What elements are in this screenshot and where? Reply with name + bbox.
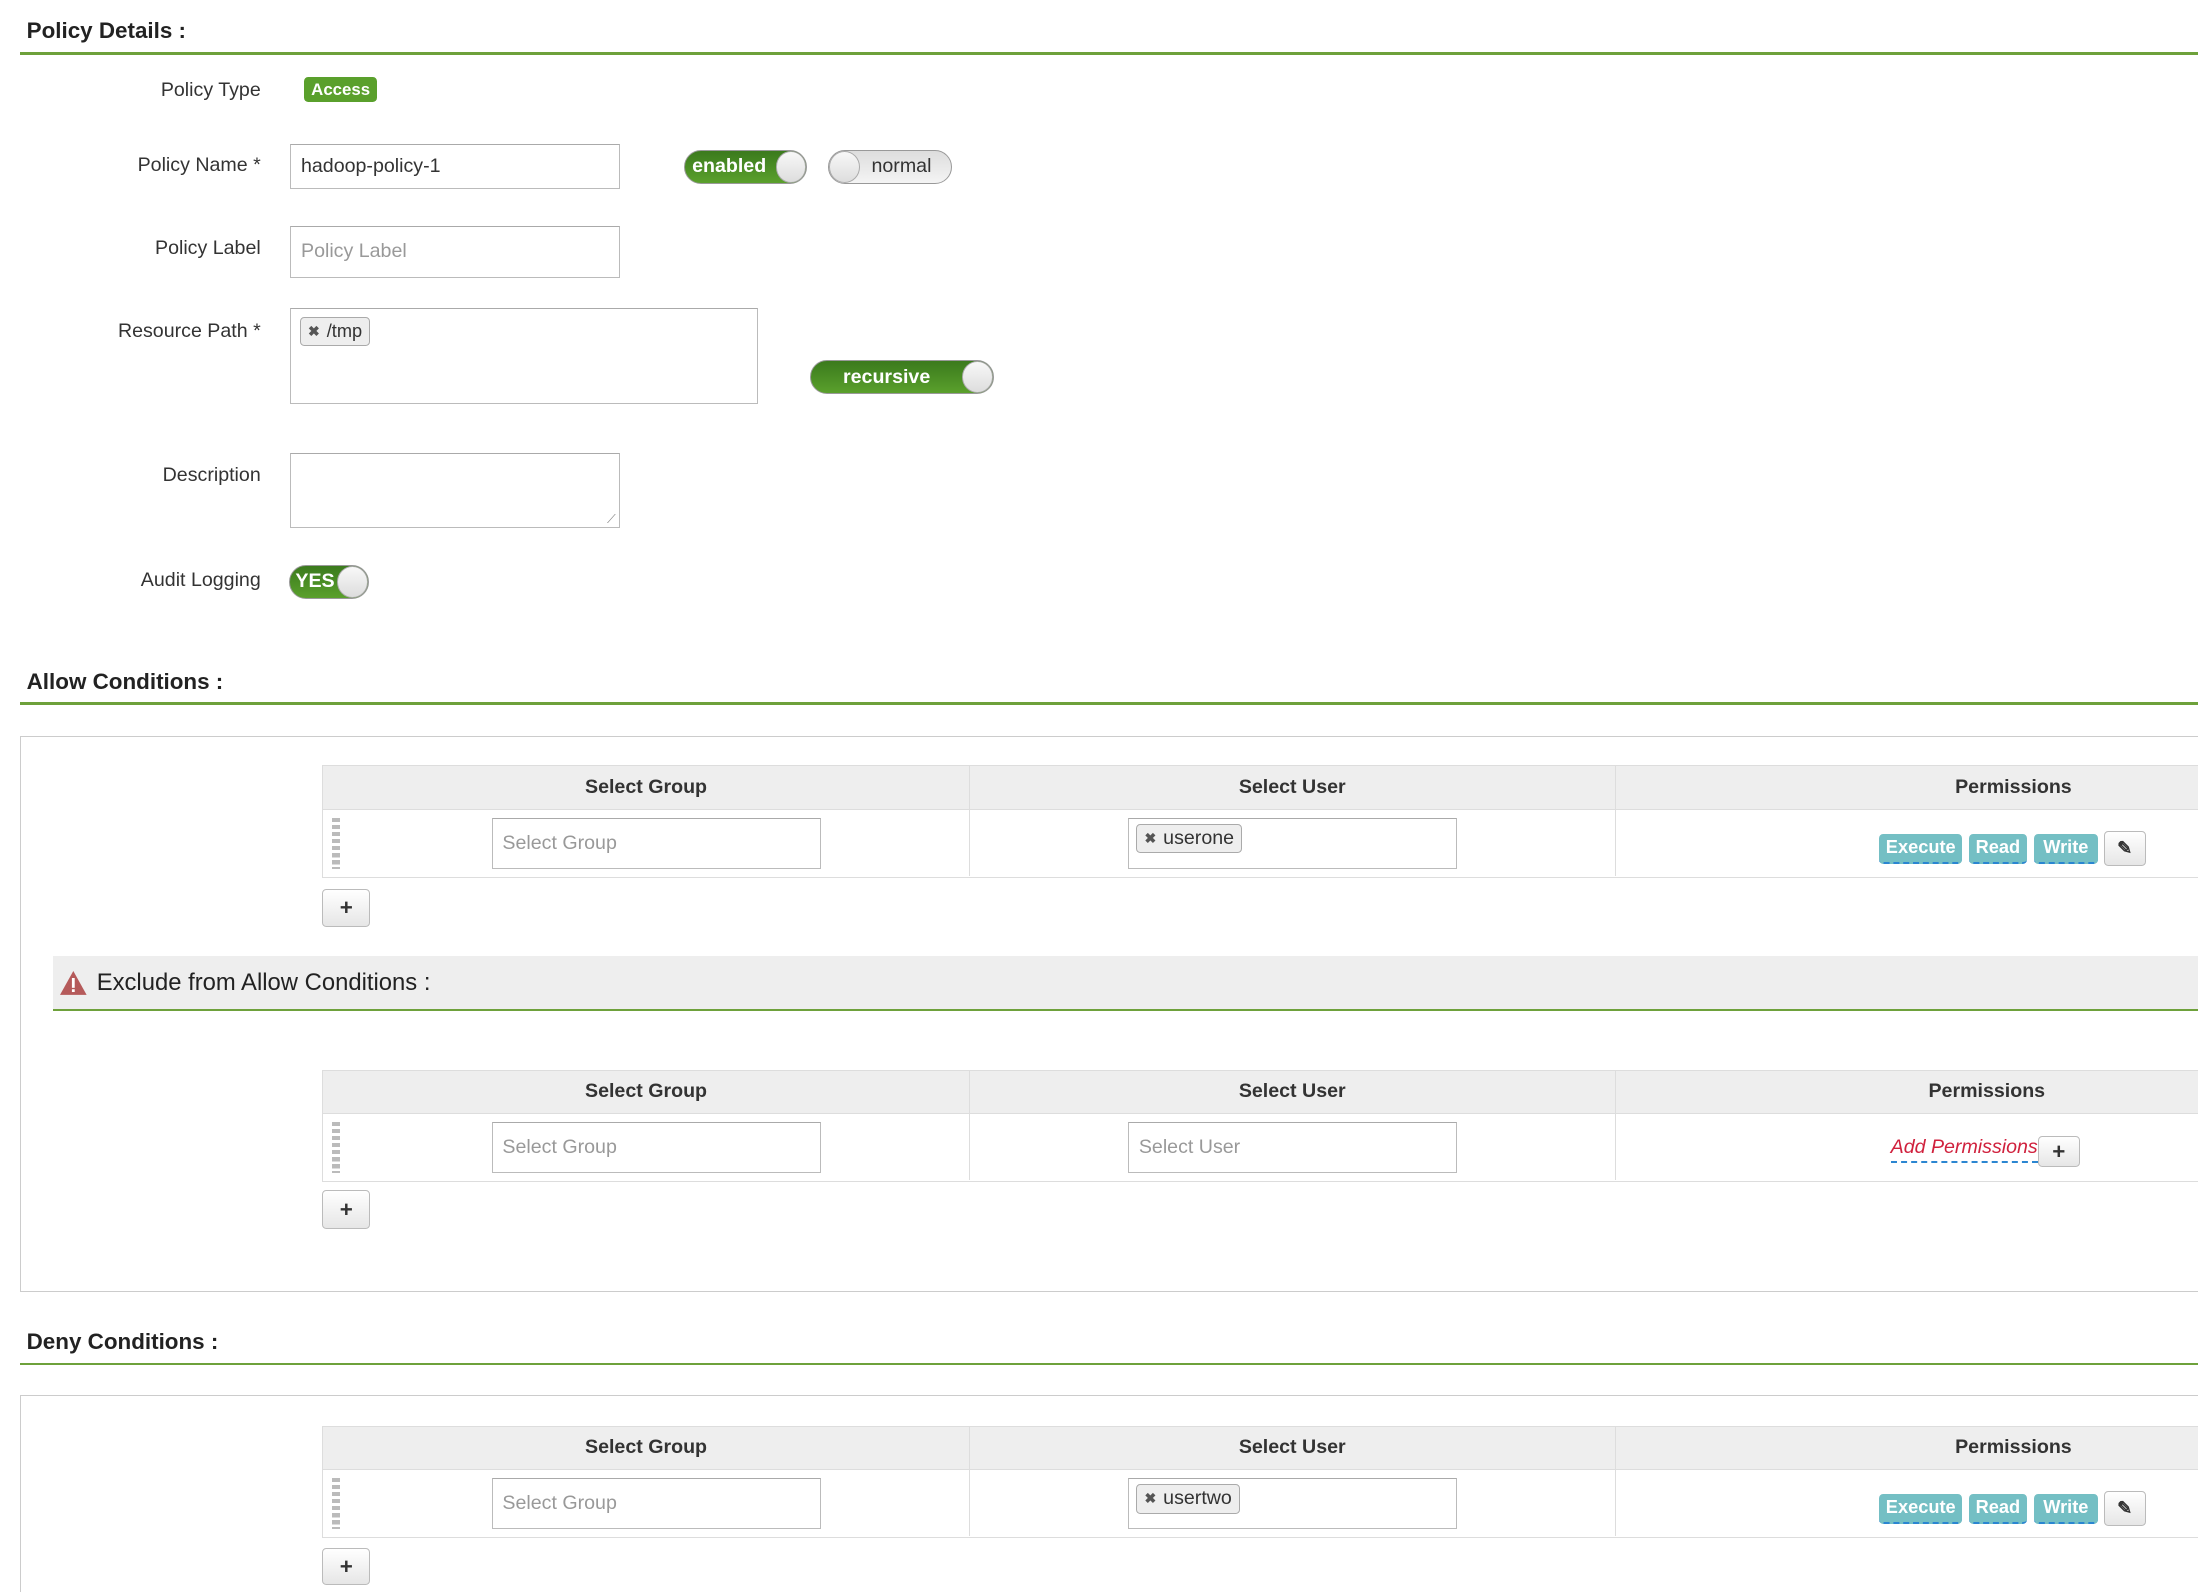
exclude-allow-header: Exclude from Allow Conditions : bbox=[53, 956, 2198, 1012]
column-header-group: Select Group bbox=[323, 1426, 970, 1471]
divider bbox=[19, 1362, 2198, 1366]
recursive-toggle-label: recursive bbox=[843, 365, 931, 388]
add-deny-condition-button[interactable]: + bbox=[322, 1547, 371, 1586]
resource-path-label: Resource Path * bbox=[117, 319, 261, 342]
add-permissions-link[interactable]: Add Permissions bbox=[1890, 1136, 2038, 1163]
table-row-group-cell: Select Group bbox=[323, 1114, 970, 1180]
resource-path-value: /tmp bbox=[326, 321, 363, 342]
drag-handle-icon[interactable] bbox=[331, 1122, 341, 1173]
description-label: Description bbox=[162, 463, 261, 486]
pencil-icon: ✎ bbox=[2117, 1498, 2133, 1519]
column-header-group: Select Group bbox=[323, 1070, 970, 1115]
allow-conditions-panel bbox=[19, 735, 2198, 1292]
table-row-user-cell: ✖ usertwo bbox=[970, 1470, 1616, 1536]
section-heading-policy-details: Policy Details : bbox=[26, 18, 187, 44]
permission-tag-execute[interactable]: Execute bbox=[1879, 1493, 1963, 1524]
divider bbox=[19, 702, 2198, 706]
permission-tag-write[interactable]: Write bbox=[2033, 833, 2099, 864]
plus-icon: + bbox=[2052, 1138, 2066, 1164]
user-select-input[interactable]: Select User bbox=[1128, 1122, 1458, 1173]
user-tag-value: usertwo bbox=[1163, 1487, 1232, 1510]
drag-handle-icon[interactable] bbox=[331, 1478, 341, 1529]
add-condition-button[interactable]: + bbox=[322, 888, 371, 927]
normal-toggle[interactable]: normal bbox=[828, 149, 952, 184]
deny-conditions-table: Select Group Select User Permissions Sel… bbox=[322, 1425, 2198, 1538]
section-heading-allow-conditions: Allow Conditions : bbox=[26, 668, 224, 694]
exclude-allow-heading: Exclude from Allow Conditions : bbox=[96, 968, 431, 996]
column-header-group: Select Group bbox=[323, 766, 970, 810]
user-tag: ✖ userone bbox=[1136, 823, 1243, 854]
policy-name-input[interactable]: hadoop-policy-1 bbox=[290, 144, 620, 190]
section-heading-deny-conditions: Deny Conditions : bbox=[26, 1328, 219, 1354]
warning-icon bbox=[60, 970, 87, 995]
description-textarea[interactable]: ⟋ bbox=[290, 452, 620, 529]
normal-toggle-label: normal bbox=[871, 155, 932, 178]
user-tag: ✖ usertwo bbox=[1136, 1484, 1240, 1514]
user-select-input[interactable] bbox=[1128, 818, 1458, 869]
user-tag-value: userone bbox=[1163, 827, 1235, 850]
column-header-permissions: Permissions bbox=[1615, 766, 2198, 810]
exclude-allow-table: Select Group Select User Permissions Sel… bbox=[322, 1069, 2198, 1182]
permission-tag-write[interactable]: Write bbox=[2033, 1493, 2099, 1524]
table-row-user-cell: Select User bbox=[970, 1114, 1616, 1180]
remove-icon[interactable]: ✖ bbox=[1144, 1490, 1157, 1507]
policy-label-label: Policy Label bbox=[154, 236, 261, 259]
enabled-toggle-label: enabled bbox=[692, 155, 767, 178]
toggle-knob bbox=[775, 150, 807, 183]
column-header-user: Select User bbox=[969, 1426, 1616, 1471]
audit-logging-value: YES bbox=[295, 570, 335, 593]
group-select-input[interactable]: Select Group bbox=[491, 1122, 822, 1173]
remove-icon[interactable]: ✖ bbox=[1144, 830, 1157, 847]
allow-conditions-table: Select Group Select User Permissions Sel… bbox=[322, 765, 2198, 878]
audit-logging-label: Audit Logging bbox=[140, 569, 261, 592]
resource-path-tag: ✖ /tmp bbox=[299, 316, 371, 347]
recursive-toggle[interactable]: recursive bbox=[810, 360, 994, 394]
enabled-toggle[interactable]: enabled bbox=[684, 149, 808, 184]
column-header-user: Select User bbox=[969, 1070, 1616, 1115]
divider bbox=[19, 51, 2198, 55]
column-header-permissions: Permissions bbox=[1615, 1426, 2198, 1471]
policy-label-input[interactable]: Policy Label bbox=[290, 225, 620, 278]
policy-type-label: Policy Type bbox=[160, 78, 261, 101]
policy-name-label: Policy Name * bbox=[137, 154, 261, 177]
table-row-group-cell: Select Group bbox=[323, 1470, 970, 1536]
audit-logging-toggle[interactable]: YES bbox=[288, 564, 369, 599]
permission-tag-read[interactable]: Read bbox=[1969, 1493, 2027, 1524]
drag-handle-icon[interactable] bbox=[331, 818, 341, 869]
permission-tag-read[interactable]: Read bbox=[1969, 833, 2027, 864]
policy-type-badge: Access bbox=[304, 77, 378, 103]
remove-icon[interactable]: ✖ bbox=[307, 323, 320, 340]
table-row-group-cell: Select Group bbox=[323, 809, 970, 876]
toggle-knob bbox=[829, 150, 861, 183]
group-select-input[interactable]: Select Group bbox=[491, 1478, 822, 1529]
toggle-knob bbox=[336, 565, 368, 598]
table-row-user-cell: ✖ userone bbox=[970, 809, 1616, 876]
add-exclude-condition-button[interactable]: + bbox=[322, 1190, 371, 1230]
add-permissions-button[interactable]: + bbox=[2037, 1136, 2080, 1168]
deny-conditions-panel bbox=[19, 1394, 2198, 1593]
toggle-knob bbox=[962, 361, 993, 393]
resize-handle-icon[interactable]: ⟋ bbox=[606, 512, 616, 527]
column-header-permissions: Permissions bbox=[1615, 1070, 2198, 1115]
pencil-icon: ✎ bbox=[2117, 837, 2133, 858]
edit-permissions-button[interactable]: ✎ bbox=[2103, 830, 2146, 866]
column-header-user: Select User bbox=[969, 766, 1616, 810]
edit-permissions-button[interactable]: ✎ bbox=[2103, 1491, 2146, 1527]
permission-tag-execute[interactable]: Execute bbox=[1879, 833, 1963, 864]
group-select-input[interactable]: Select Group bbox=[491, 818, 822, 869]
